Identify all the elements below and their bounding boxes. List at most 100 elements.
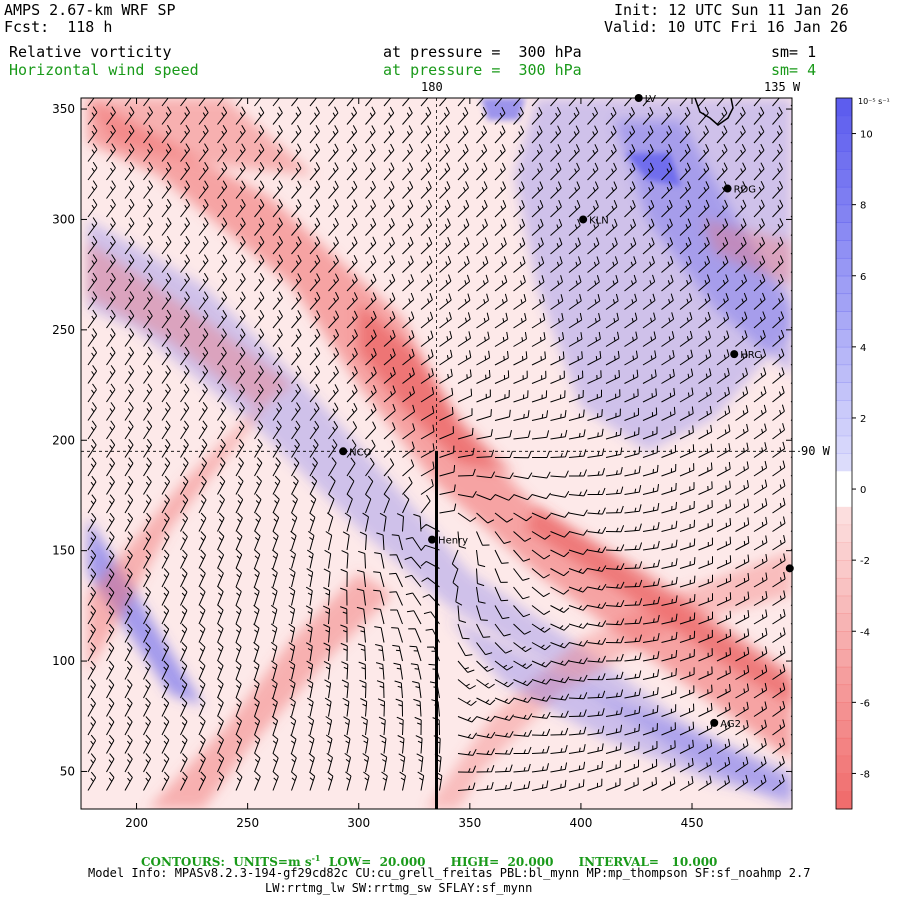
forecast-hour: Fcst: 118 h [4, 18, 113, 36]
lon-label-135w: 135 W [764, 80, 801, 94]
colorbar-swatch [836, 275, 852, 295]
vorticity-patch [514, 98, 792, 452]
colorbar-swatch [836, 240, 852, 259]
colorbar-swatch [836, 115, 852, 135]
x-tick-label: 300 [347, 816, 370, 830]
colorbar-swatch [836, 204, 852, 223]
lon-label-90w: 90 W [801, 444, 830, 458]
vorticity-patch [425, 550, 792, 809]
colorbar-swatch [836, 257, 852, 277]
x-tick-label: 400 [569, 816, 592, 830]
field1-level: at pressure = 300 hPa [383, 43, 582, 61]
station-label: AG2 [720, 719, 741, 730]
colorbar-swatch [836, 98, 852, 117]
colorbar: 10 8 6 4 2 0 -2 -4 -6 -8 10⁻⁵ s⁻¹ [835, 97, 890, 810]
station-marker [723, 184, 732, 193]
vorticity-field [81, 98, 792, 809]
lon-label-180: 180 [421, 80, 443, 94]
coastline [694, 97, 734, 126]
y-tick-label: 350 [52, 102, 75, 116]
colorbar-swatch [836, 382, 852, 401]
x-tick-label: 450 [681, 816, 704, 830]
x-tick-label: 200 [125, 816, 148, 830]
colorbar-swatch [836, 489, 852, 508]
field1-smoothing: sm= 1 [771, 43, 817, 61]
station-label: RDG [734, 185, 756, 196]
colorbar-tick-label: 6 [860, 272, 866, 283]
colorbar-swatch [836, 755, 852, 774]
colorbar-swatch [836, 346, 852, 366]
init-time: Init: 12 UTC Sun 11 Jan 26 [614, 1, 849, 19]
colorbar-swatch [836, 364, 852, 383]
colorbar-tick-label: 2 [860, 414, 866, 425]
station-label: NCO [349, 447, 371, 458]
y-tick-label: 300 [52, 212, 75, 226]
station-label: KLN [589, 215, 609, 226]
station-marker [339, 447, 348, 456]
colorbar-tick-label: 10 [860, 130, 873, 141]
colorbar-swatch [836, 186, 852, 206]
field2-name: Horizontal wind speed [9, 61, 199, 79]
map-overlay: NCO Henry KLN RDG HRC AG2 LV [81, 94, 800, 809]
colorbar-swatch [836, 542, 852, 561]
colorbar-swatch [836, 702, 852, 721]
colorbar-swatch [836, 453, 852, 472]
station-label: LV [645, 94, 656, 105]
colorbar-swatch [836, 329, 852, 348]
station-marker [730, 350, 739, 359]
colorbar-swatch [836, 684, 852, 703]
colorbar-swatch [836, 649, 852, 668]
y-tick-label: 50 [60, 764, 75, 778]
colorbar-swatch [836, 720, 852, 739]
vorticity-patch [703, 219, 792, 286]
y-tick-label: 100 [52, 654, 75, 668]
colorbar-swatch [836, 169, 852, 188]
station-marker [710, 718, 719, 727]
station-marker [428, 535, 437, 544]
colorbar-swatch [836, 151, 852, 170]
colorbar-swatch [836, 471, 852, 490]
colorbar-tick-label: 0 [860, 485, 866, 496]
x-tick-label: 350 [458, 816, 481, 830]
colorbar-swatch [836, 737, 852, 757]
colorbar-tick-label: 8 [860, 201, 866, 212]
station-marker [785, 564, 794, 573]
colorbar-swatch [836, 666, 852, 686]
colorbar-swatch [836, 613, 852, 632]
model-info: Model Info: MPASv8.2.3-194-gf29cd82c CU:… [88, 866, 811, 880]
colorbar-tick-label: -6 [860, 698, 870, 709]
colorbar-tick-label: -8 [860, 769, 870, 780]
contour-units-exp: -1 [311, 853, 321, 863]
colorbar-swatch [836, 417, 852, 437]
vorticity-patch [614, 120, 792, 374]
y-tick-label: 250 [52, 323, 75, 337]
field1-name: Relative vorticity [9, 43, 172, 61]
valid-time: Valid: 10 UTC Fri 16 Jan 26 [604, 18, 848, 36]
plot-frame [80, 97, 793, 810]
colorbar-swatch [836, 773, 852, 792]
colorbar-swatch [836, 631, 852, 650]
colorbar-tick-label: -4 [860, 627, 870, 638]
model-title: AMPS 2.67-km WRF SP [4, 1, 176, 19]
vorticity-patch [147, 572, 393, 809]
contour-info: CONTOURS: UNITS=m s-1 LOW= 20.000 HIGH= … [141, 851, 717, 869]
wind-barb-glyphs [87, 98, 792, 791]
colorbar-swatch [836, 222, 852, 241]
colorbar-swatch [836, 293, 852, 312]
y-tick-label: 150 [52, 544, 75, 558]
contour-units: CONTOURS: UNITS=m s [141, 855, 312, 869]
colorbar-swatch [836, 560, 852, 579]
y-tick-label: 200 [52, 433, 75, 447]
wind-barbs [87, 98, 792, 791]
station-label: Henry [438, 536, 468, 547]
field2-smoothing: sm= 4 [771, 61, 817, 79]
vorticity-patch [87, 98, 315, 176]
colorbar-unit: 10⁻⁵ s⁻¹ [858, 97, 890, 106]
contour-high: HIGH= 20.000 [450, 855, 554, 869]
colorbar-swatch [836, 400, 852, 419]
colorbar-swatch [836, 506, 852, 526]
colorbar-tick-label: 4 [860, 343, 866, 354]
model-info-physics: LW:rrtmg_lw SW:rrtmg_sw SFLAY:sf_mynn [265, 881, 533, 895]
colorbar-swatch [836, 133, 852, 152]
